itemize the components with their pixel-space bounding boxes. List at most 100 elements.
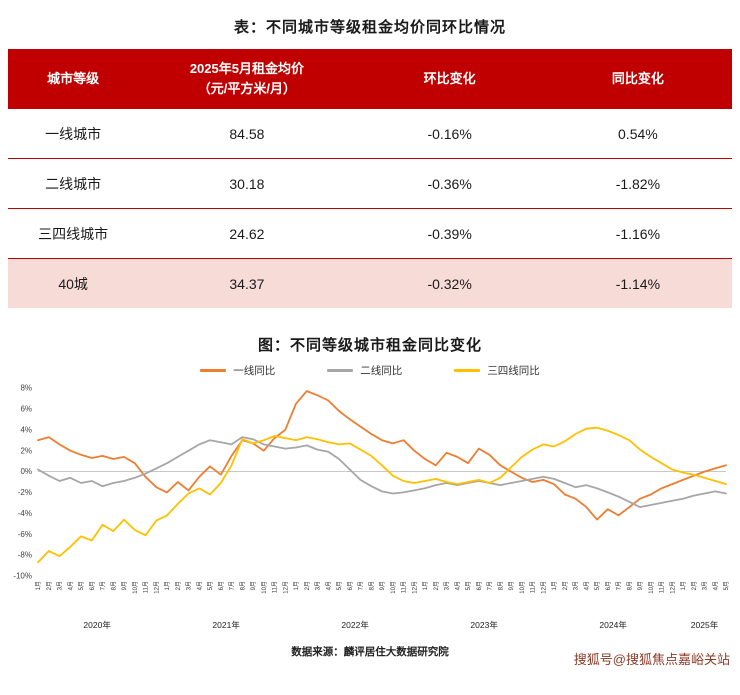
svg-text:2021年: 2021年	[212, 620, 240, 630]
svg-text:12月: 12月	[282, 581, 289, 594]
svg-text:10月: 10月	[132, 581, 139, 594]
svg-text:12月: 12月	[411, 581, 418, 594]
table-row: 二线城市 30.18 -0.36% -1.82%	[8, 158, 732, 210]
header-row: 城市等级 2025年5月租金均价 （元/平方米/月） 环比变化 同比变化	[8, 49, 732, 110]
legend-label-tier34: 三四线同比	[487, 365, 540, 378]
svg-text:11月: 11月	[143, 581, 150, 593]
svg-text:1月: 1月	[422, 581, 429, 590]
svg-text:12月: 12月	[153, 581, 160, 594]
svg-text:-8%: -8%	[18, 551, 32, 560]
svg-text:5月: 5月	[207, 581, 214, 590]
svg-text:10月: 10月	[390, 581, 397, 594]
cell-mom: -0.16%	[355, 109, 544, 160]
svg-text:10月: 10月	[519, 581, 526, 594]
svg-text:6月: 6月	[347, 581, 354, 590]
legend-label-tier2: 二线同比	[360, 365, 403, 378]
svg-text:6月: 6月	[605, 581, 612, 590]
svg-text:6%: 6%	[20, 405, 32, 414]
cell-mom: -0.39%	[355, 208, 544, 260]
svg-text:3月: 3月	[444, 581, 451, 590]
table-row: 三四线城市 24.62 -0.39% -1.16%	[8, 208, 732, 260]
header-cell-tier: 城市等级	[8, 49, 139, 110]
line-chart: 8% 6% 4% 2% 0% -2% -4% -6% -8% -10% 1月 2月 3月 4月 5月 6月 7月…	[8, 378, 732, 636]
watermark-text: 搜狐号@搜狐焦点嘉峪关站	[573, 652, 730, 668]
svg-text:11月: 11月	[659, 581, 666, 593]
svg-text:11月: 11月	[530, 581, 537, 593]
svg-text:-2%: -2%	[18, 488, 32, 497]
svg-text:4月: 4月	[67, 581, 74, 590]
tier2-line-swatch	[327, 369, 354, 373]
svg-text:7月: 7月	[487, 581, 494, 590]
cell-tier: 三四线城市	[8, 208, 139, 260]
table-body: 一线城市 84.58 -0.16% 0.54% 二线城市 30.18 -0.36…	[8, 109, 732, 309]
header-price-line1: 2025年5月租金均价	[189, 61, 304, 76]
table-title: 表：不同城市等级租金均价同环比情况	[233, 19, 506, 36]
svg-text:7月: 7月	[229, 581, 236, 590]
cell-yoy: -1.82%	[543, 158, 732, 210]
svg-text:9月: 9月	[250, 581, 257, 590]
footer: 数据来源：麟评居住大数据研究院 搜狐号@搜狐焦点嘉峪关站	[8, 638, 732, 668]
table-row: 一线城市 84.58 -0.16% 0.54%	[8, 109, 732, 160]
svg-text:7月: 7月	[358, 581, 365, 590]
svg-text:1月: 1月	[35, 581, 42, 590]
svg-text:6月: 6月	[89, 581, 96, 590]
cell-price: 34.37	[138, 258, 356, 309]
svg-text:-10%: -10%	[13, 572, 32, 581]
svg-text:4月: 4月	[712, 581, 719, 590]
svg-text:8月: 8月	[110, 581, 117, 590]
svg-text:2020年: 2020年	[83, 620, 111, 630]
svg-text:6月: 6月	[476, 581, 483, 590]
svg-text:5月: 5月	[336, 581, 343, 590]
svg-text:5月: 5月	[723, 581, 730, 590]
svg-text:2月: 2月	[562, 581, 569, 590]
svg-text:2月: 2月	[175, 581, 182, 590]
svg-text:5月: 5月	[78, 581, 85, 590]
svg-text:10月: 10月	[648, 581, 655, 594]
svg-text:2023年: 2023年	[470, 620, 498, 630]
svg-text:8月: 8月	[239, 581, 246, 590]
svg-text:3月: 3月	[702, 581, 709, 590]
svg-text:3月: 3月	[186, 581, 193, 590]
cell-tier: 一线城市	[8, 109, 139, 160]
tier34-line-swatch	[454, 369, 481, 373]
table-header: 城市等级 2025年5月租金均价 （元/平方米/月） 环比变化 同比变化	[8, 49, 732, 110]
svg-text:0%: 0%	[20, 467, 32, 476]
header-price-line2: （元/平方米/月）	[197, 81, 297, 97]
svg-text:-4%: -4%	[18, 509, 32, 518]
svg-text:3月: 3月	[315, 581, 322, 590]
data-source-note: 数据来源：麟评居住大数据研究院	[291, 646, 449, 659]
chart-legend: 一线同比 二线同比 三四线同比	[8, 363, 732, 378]
cell-price: 30.18	[138, 158, 356, 210]
svg-text:1月: 1月	[680, 581, 687, 590]
cell-tier: 40城	[8, 258, 139, 309]
svg-text:11月: 11月	[401, 581, 408, 593]
svg-text:2月: 2月	[433, 581, 440, 590]
cell-yoy: -1.16%	[543, 208, 732, 260]
svg-text:3月: 3月	[573, 581, 580, 590]
header-cell-mom: 环比变化	[355, 49, 544, 110]
header-cell-yoy: 同比变化	[543, 49, 732, 110]
legend-item-tier34: 三四线同比	[454, 363, 540, 378]
legend-item-tier1: 一线同比	[200, 363, 275, 378]
svg-text:5月: 5月	[594, 581, 601, 590]
svg-text:4月: 4月	[454, 581, 461, 590]
svg-text:8月: 8月	[497, 581, 504, 590]
svg-text:8月: 8月	[626, 581, 633, 590]
svg-text:9月: 9月	[121, 581, 128, 590]
svg-text:6月: 6月	[218, 581, 225, 590]
svg-text:10月: 10月	[261, 581, 268, 594]
tier1-line-swatch	[200, 369, 227, 373]
cell-price: 84.58	[138, 109, 356, 160]
svg-text:9月: 9月	[508, 581, 515, 590]
svg-text:12月: 12月	[669, 581, 676, 594]
svg-text:2024年: 2024年	[599, 620, 627, 630]
svg-text:7月: 7月	[100, 581, 107, 590]
svg-text:-6%: -6%	[18, 530, 32, 539]
svg-text:9月: 9月	[637, 581, 644, 590]
svg-text:8月: 8月	[368, 581, 375, 590]
cell-yoy: 0.54%	[543, 109, 732, 160]
svg-text:2022年: 2022年	[341, 620, 369, 630]
svg-text:5月: 5月	[465, 581, 472, 590]
svg-text:11月: 11月	[272, 581, 279, 593]
table-row-highlighted: 40城 34.37 -0.32% -1.14%	[8, 258, 732, 309]
